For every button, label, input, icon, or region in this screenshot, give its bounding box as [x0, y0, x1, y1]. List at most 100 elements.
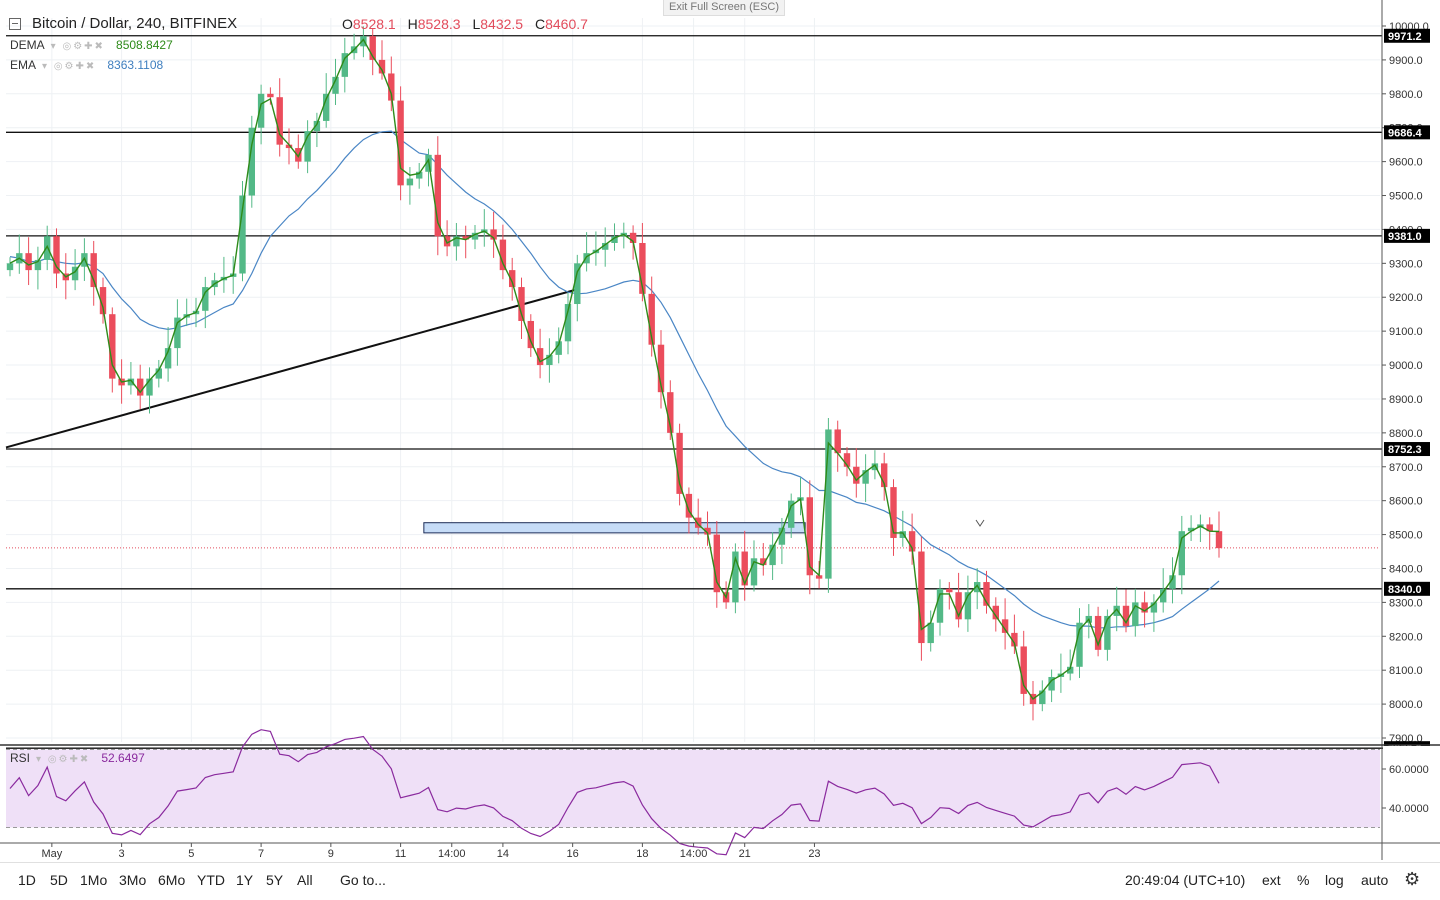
candle	[99, 277, 107, 324]
price-tick-label: 9100.0	[1389, 326, 1423, 338]
candle-body	[676, 432, 683, 494]
range-ytd[interactable]: YTD	[197, 872, 225, 888]
goto-button[interactable]: Go to...	[340, 872, 386, 888]
candle	[1122, 589, 1130, 633]
candle	[416, 162, 423, 189]
candle-body	[341, 53, 348, 77]
candle-body	[918, 551, 925, 644]
rsi-band	[6, 749, 1380, 828]
candle	[1150, 594, 1158, 632]
price-tick-label: 8100.0	[1389, 665, 1423, 677]
price-tick-label: 8300.0	[1389, 597, 1423, 609]
ohlc-open-value: 8528.1	[352, 16, 396, 32]
level-label: 9971.2	[1388, 31, 1422, 43]
rsi-legend[interactable]: RSI ▾ ◎⚙✚✖ 52.6497	[10, 751, 145, 765]
level-label-bg	[1384, 228, 1430, 243]
candle	[583, 232, 590, 272]
candle-body	[518, 287, 525, 321]
candle	[137, 364, 144, 410]
dema-legend[interactable]: DEMA ▾ ◎⚙✚✖ 8508.8427	[10, 38, 173, 52]
candle-body	[53, 236, 60, 274]
candle-body	[202, 287, 209, 311]
range-1mo[interactable]: 1Mo	[80, 872, 108, 888]
ohlc-close-key: C	[534, 16, 546, 32]
candle	[453, 222, 460, 261]
candle	[732, 543, 739, 614]
range-3mo[interactable]: 3Mo	[119, 872, 147, 888]
candle-body	[509, 270, 516, 288]
gear-icon[interactable]: ⚙	[1404, 869, 1421, 889]
candle-body	[936, 588, 944, 623]
candle	[174, 299, 181, 366]
candle	[713, 521, 720, 608]
candle	[546, 338, 553, 383]
candle	[406, 167, 414, 205]
rsi-value: 52.6497	[101, 751, 145, 765]
range-1d[interactable]: 1D	[18, 872, 36, 888]
ema-legend[interactable]: EMA ▾ ◎⚙✚✖ 8363.1108	[10, 58, 163, 72]
ohlc-low-key: L	[472, 16, 481, 32]
candle	[388, 56, 395, 112]
range-5d[interactable]: 5D	[50, 872, 68, 888]
candle-body	[946, 588, 953, 593]
candle	[164, 327, 172, 382]
range-6mo[interactable]: 6Mo	[158, 872, 186, 888]
dema-controls-icon[interactable]: ▾ ◎⚙✚✖	[50, 41, 105, 52]
exit-fullscreen-button[interactable]: Exit Full Screen (ESC)	[663, 0, 785, 16]
collapse-icon[interactable]	[9, 18, 21, 30]
candle	[1169, 557, 1176, 604]
candle	[704, 511, 711, 546]
candle	[155, 359, 162, 388]
candle	[127, 361, 135, 395]
candle	[750, 540, 758, 592]
candle-body	[853, 466, 860, 484]
candle-body	[778, 527, 786, 545]
ext-toggle[interactable]: ext	[1262, 872, 1281, 888]
candle-body	[834, 429, 841, 454]
candle	[499, 224, 507, 280]
range-1y[interactable]: 1Y	[236, 872, 254, 888]
candle-body	[899, 531, 906, 538]
candle-body	[1178, 531, 1185, 576]
candle	[1141, 591, 1148, 628]
candle	[667, 380, 674, 440]
candle-body	[657, 344, 665, 393]
candle	[90, 240, 97, 306]
candle	[983, 570, 990, 614]
candle	[109, 307, 116, 393]
candle	[964, 575, 972, 632]
candle	[1020, 630, 1027, 706]
candle	[267, 87, 274, 105]
candle-body	[462, 236, 469, 240]
time-tick-label: 14	[497, 848, 509, 860]
range-5y[interactable]: 5Y	[266, 872, 284, 888]
ohlc-low-value: 8432.5	[480, 16, 524, 32]
candle-body	[574, 263, 581, 305]
rsi-controls-icon[interactable]: ▾ ◎⚙✚✖	[36, 754, 91, 765]
rsi-name: RSI	[10, 751, 31, 765]
candle-body	[25, 253, 32, 271]
candle-body	[704, 527, 711, 535]
candle	[360, 26, 367, 58]
candle	[1039, 680, 1046, 712]
candle-body	[155, 368, 162, 379]
candle	[853, 448, 860, 498]
candle	[1206, 517, 1213, 550]
log-toggle[interactable]: log	[1325, 872, 1344, 888]
candle	[481, 209, 488, 247]
candle-body	[434, 154, 441, 237]
candle	[788, 493, 795, 538]
candle-body	[313, 120, 321, 132]
candle-body	[1113, 605, 1120, 616]
candle-body	[1076, 622, 1083, 667]
candle-body	[536, 348, 544, 366]
level-label-bg	[1384, 442, 1430, 457]
candle	[741, 530, 748, 601]
range-all[interactable]: All	[297, 872, 313, 888]
percent-toggle[interactable]: %	[1297, 872, 1310, 888]
auto-toggle[interactable]: auto	[1361, 872, 1389, 888]
candle-body	[443, 236, 451, 247]
dema-path	[9, 38, 1220, 700]
ema-controls-icon[interactable]: ▾ ◎⚙✚✖	[42, 61, 97, 72]
